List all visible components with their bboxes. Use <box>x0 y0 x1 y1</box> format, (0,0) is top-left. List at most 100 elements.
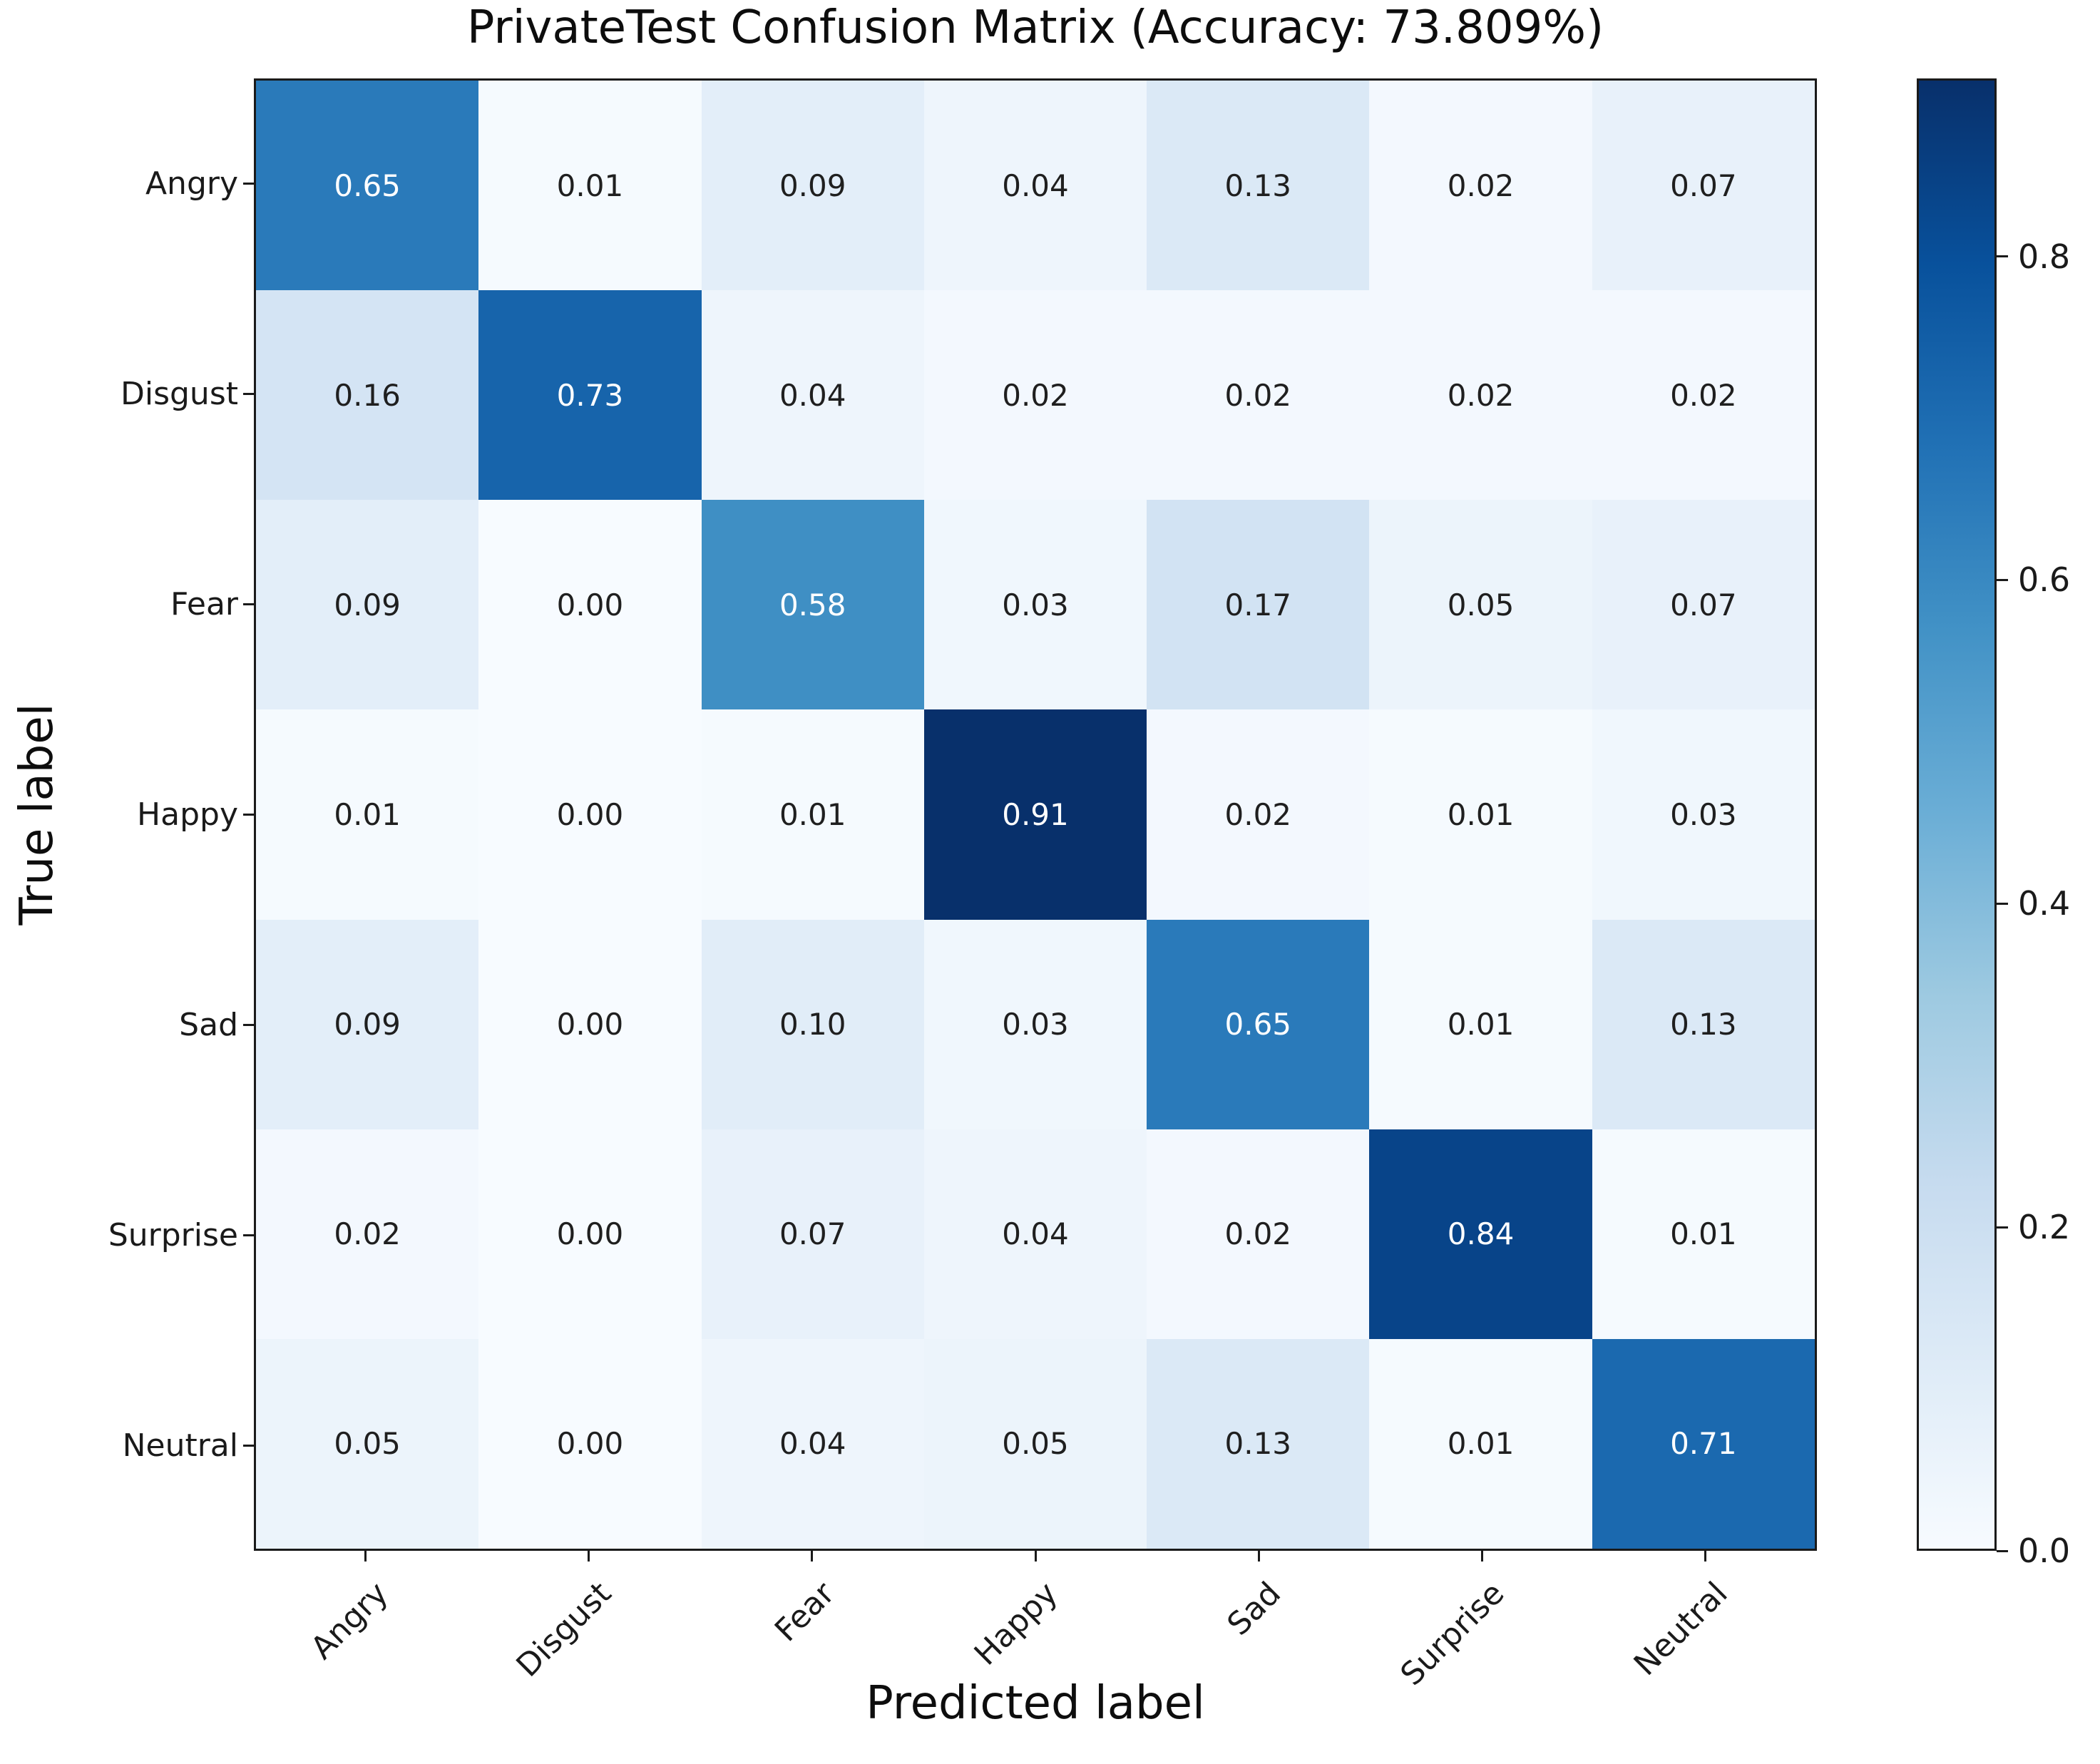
matrix-cell-value: 0.00 <box>556 1426 624 1462</box>
y-tick-label: Angry <box>145 165 238 202</box>
matrix-cell-value: 0.84 <box>1447 1216 1515 1252</box>
colorbar-tick-label: 0.4 <box>2018 884 2071 923</box>
colorbar-tick-mark <box>1997 1549 2008 1552</box>
matrix-cell-value: 0.09 <box>779 168 846 203</box>
matrix-cell-value: 0.01 <box>556 168 624 203</box>
colorbar-tick-mark <box>1997 1226 2008 1229</box>
matrix-cell: 0.13 <box>1147 81 1370 291</box>
matrix-cell: 0.17 <box>1147 500 1370 710</box>
matrix-cell: 0.01 <box>701 709 924 920</box>
colorbar <box>1917 78 1997 1551</box>
matrix-cell-value: 0.05 <box>334 1426 401 1462</box>
matrix-cell-value: 0.01 <box>1447 1426 1515 1462</box>
matrix-cell: 0.04 <box>923 81 1147 291</box>
matrix-cell-value: 0.03 <box>1670 796 1737 832</box>
matrix-cell-value: 0.91 <box>1002 796 1069 832</box>
matrix-cell: 0.02 <box>923 290 1147 501</box>
matrix-cell-value: 0.00 <box>556 796 624 832</box>
matrix-cell: 0.03 <box>923 500 1147 710</box>
matrix-cell-value: 0.02 <box>1670 377 1737 413</box>
matrix-cell-value: 0.17 <box>1224 587 1292 622</box>
matrix-cell: 0.00 <box>478 919 702 1129</box>
y-tick-mark <box>243 814 254 816</box>
matrix-cell: 0.04 <box>701 1338 924 1549</box>
x-tick-label: Angry <box>303 1575 395 1667</box>
matrix-cell: 0.04 <box>701 290 924 501</box>
matrix-cell: 0.03 <box>1592 709 1815 920</box>
matrix-cell: 0.07 <box>1592 500 1815 710</box>
matrix-cell-value: 0.02 <box>1224 1216 1292 1252</box>
x-tick-label: Fear <box>767 1575 842 1649</box>
x-axis-label: Predicted label <box>866 1677 1205 1730</box>
matrix-cell: 0.00 <box>478 709 702 920</box>
matrix-cell-value: 0.05 <box>1447 587 1515 622</box>
matrix-cell: 0.09 <box>256 919 479 1129</box>
matrix-cell-value: 0.00 <box>556 587 624 622</box>
matrix-cell: 0.73 <box>478 290 702 501</box>
matrix-cell: 0.02 <box>1147 290 1370 501</box>
matrix-cell-value: 0.01 <box>1447 796 1515 832</box>
x-tick-label: Surprise <box>1393 1575 1512 1693</box>
matrix-cell: 0.65 <box>256 81 479 291</box>
matrix-cell: 0.02 <box>1369 290 1592 501</box>
x-tick-label: Disgust <box>509 1575 618 1684</box>
y-tick-mark <box>243 1445 254 1447</box>
matrix-cell: 0.03 <box>923 919 1147 1129</box>
matrix-cell-value: 0.13 <box>1224 168 1292 203</box>
matrix-cell-value: 0.02 <box>334 1216 401 1252</box>
matrix-cell-value: 0.09 <box>334 587 401 622</box>
matrix-cell-value: 0.03 <box>1002 1007 1069 1042</box>
chart-title: PrivateTest Confusion Matrix (Accuracy: … <box>466 1 1604 54</box>
matrix-cell-value: 0.07 <box>779 1216 846 1252</box>
matrix-cell: 0.01 <box>1369 919 1592 1129</box>
matrix-cell: 0.05 <box>256 1338 479 1549</box>
matrix-cell-value: 0.04 <box>1002 1216 1069 1252</box>
matrix-cell-value: 0.71 <box>1670 1426 1737 1462</box>
matrix-cell-value: 0.03 <box>1002 587 1069 622</box>
matrix-cell-value: 0.73 <box>556 377 624 413</box>
matrix-cell-value: 0.58 <box>779 587 846 622</box>
matrix-cell-value: 0.02 <box>1224 377 1292 413</box>
matrix-cell-value: 0.07 <box>1670 168 1737 203</box>
matrix-cell-value: 0.16 <box>334 377 401 413</box>
colorbar-tick-label: 0.6 <box>2018 560 2071 600</box>
matrix-cell: 0.02 <box>1369 81 1592 291</box>
matrix-cell-value: 0.01 <box>779 796 846 832</box>
matrix-cell: 0.02 <box>1592 290 1815 501</box>
matrix-cell: 0.02 <box>1147 709 1370 920</box>
y-tick-mark <box>243 393 254 395</box>
matrix-cell-value: 0.00 <box>556 1216 624 1252</box>
x-tick-mark <box>811 1551 814 1562</box>
x-tick-mark <box>1480 1551 1483 1562</box>
matrix-cell: 0.01 <box>1369 1338 1592 1549</box>
y-tick-label: Fear <box>170 585 238 622</box>
matrix-cell-value: 0.13 <box>1670 1007 1737 1042</box>
y-tick-label: Neutral <box>122 1427 238 1464</box>
x-tick-mark <box>588 1551 590 1562</box>
matrix-cell: 0.00 <box>478 1129 702 1339</box>
matrix-cell: 0.13 <box>1147 1338 1370 1549</box>
matrix-cell: 0.10 <box>701 919 924 1129</box>
x-tick-mark <box>364 1551 367 1562</box>
matrix-cell: 0.07 <box>701 1129 924 1339</box>
matrix-cell-value: 0.04 <box>779 377 846 413</box>
y-tick-label: Disgust <box>120 375 238 412</box>
matrix-cell-value: 0.01 <box>1447 1007 1515 1042</box>
matrix-cell: 0.16 <box>256 290 479 501</box>
matrix-cell: 0.01 <box>478 81 702 291</box>
matrix-cell-value: 0.02 <box>1002 377 1069 413</box>
colorbar-tick-mark <box>1997 255 2008 258</box>
matrix-cell: 0.05 <box>1369 500 1592 710</box>
matrix-cell: 0.07 <box>1592 81 1815 291</box>
x-tick-label: Happy <box>967 1575 1065 1673</box>
matrix-cell-value: 0.65 <box>334 168 401 203</box>
matrix-cell: 0.09 <box>256 500 479 710</box>
y-tick-label: Sad <box>179 1006 238 1043</box>
y-tick-label: Surprise <box>108 1216 238 1253</box>
matrix-cell-value: 0.00 <box>556 1007 624 1042</box>
colorbar-tick-label: 0.8 <box>2018 237 2071 276</box>
matrix-cell: 0.04 <box>923 1129 1147 1339</box>
matrix-cell-value: 0.04 <box>1002 168 1069 203</box>
y-tick-mark <box>243 1234 254 1236</box>
matrix-cell-value: 0.09 <box>334 1007 401 1042</box>
